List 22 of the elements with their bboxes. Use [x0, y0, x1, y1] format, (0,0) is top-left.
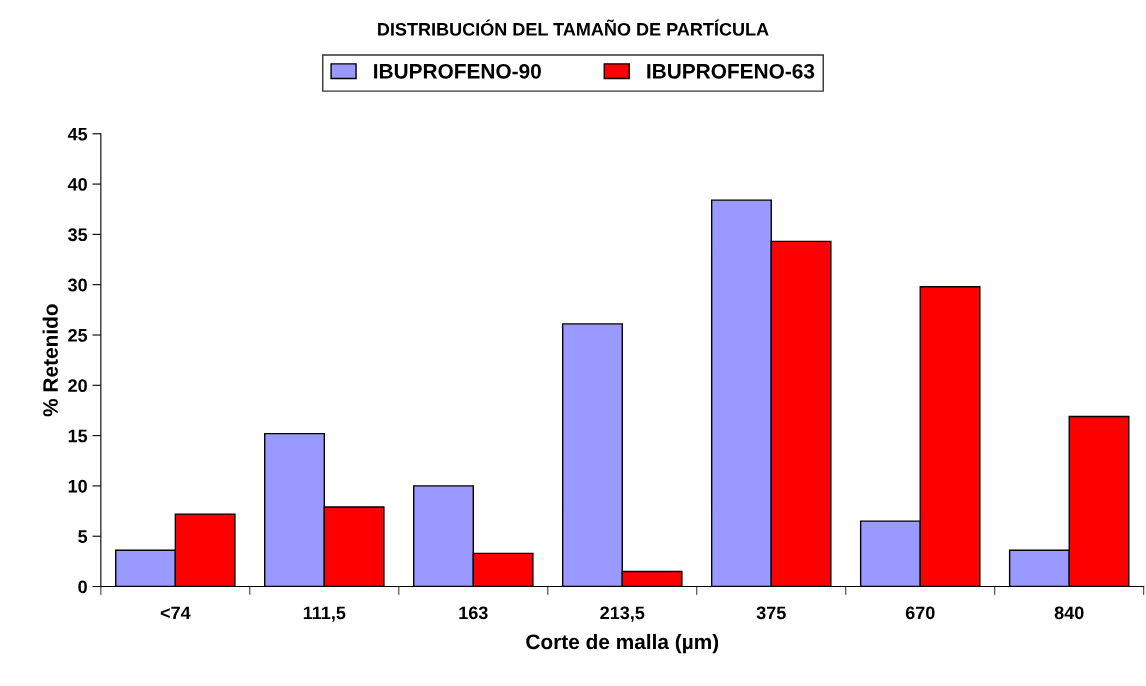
x-tick-label: 163 [459, 606, 488, 620]
y-tick-label: 35 [67, 228, 88, 242]
y-tick-label: 25 [68, 328, 88, 342]
y-tick-label: 10 [68, 479, 87, 493]
y-tick-label: 30 [67, 278, 87, 292]
x-tick-label: 111,5 [303, 606, 346, 622]
legend-label: IBUPROFENO-63 [647, 63, 815, 79]
x-tick-label: 670 [905, 606, 935, 620]
y-tick-label: 40 [67, 178, 87, 191]
x-axis-title: Corte de malla (µm) [526, 633, 719, 654]
y-tick-label: 15 [68, 429, 88, 443]
legend-label: IBUPROFENO-90 [374, 63, 541, 79]
y-tick-label: 20 [68, 379, 87, 393]
y-tick-label: 0 [78, 580, 87, 594]
y-tick-label: 45 [67, 127, 88, 141]
chart-title: DISTRIBUCIÓN DEL TAMAÑO DE PARTÍCULA [378, 19, 769, 36]
x-tick-label: 375 [756, 606, 786, 620]
y-axis-title: % Retenido [42, 304, 58, 417]
x-tick-label: 840 [1054, 606, 1084, 620]
x-tick-label: 213,5 [600, 606, 645, 622]
y-tick-label: 5 [78, 530, 88, 543]
x-tick-label: <74 [160, 606, 191, 620]
